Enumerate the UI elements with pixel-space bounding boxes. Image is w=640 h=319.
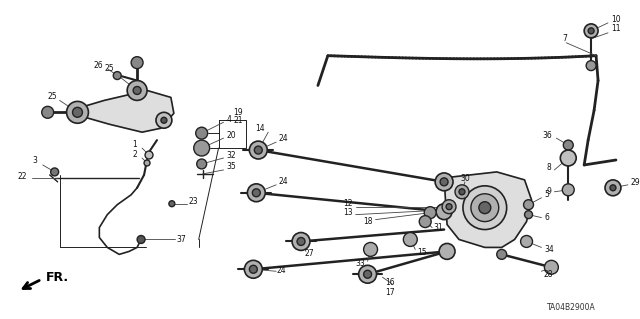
Text: 25: 25 xyxy=(104,64,115,73)
Circle shape xyxy=(525,211,532,219)
Text: 11: 11 xyxy=(611,24,621,33)
Circle shape xyxy=(194,140,210,156)
Text: 31: 31 xyxy=(433,223,443,232)
Circle shape xyxy=(524,200,534,210)
Text: 10: 10 xyxy=(611,15,621,25)
Circle shape xyxy=(67,101,88,123)
Circle shape xyxy=(403,233,417,247)
Text: 3: 3 xyxy=(33,157,38,166)
Text: 34: 34 xyxy=(545,245,554,254)
Circle shape xyxy=(292,233,310,250)
Circle shape xyxy=(463,186,507,230)
Circle shape xyxy=(137,235,145,243)
Circle shape xyxy=(455,185,469,199)
Text: 21: 21 xyxy=(234,116,243,125)
Circle shape xyxy=(479,202,491,214)
Text: 14: 14 xyxy=(255,124,265,133)
Text: 6: 6 xyxy=(545,213,549,222)
Circle shape xyxy=(144,160,150,166)
Circle shape xyxy=(545,260,558,274)
Text: 24: 24 xyxy=(278,134,288,143)
Text: 19: 19 xyxy=(234,108,243,117)
Circle shape xyxy=(440,178,448,186)
Text: 24: 24 xyxy=(276,266,286,275)
Text: 18: 18 xyxy=(363,217,372,226)
Circle shape xyxy=(586,61,596,70)
Text: 24: 24 xyxy=(278,177,288,186)
Circle shape xyxy=(244,260,262,278)
Circle shape xyxy=(248,184,265,202)
Circle shape xyxy=(446,204,452,210)
Text: 36: 36 xyxy=(543,131,552,140)
Circle shape xyxy=(436,204,452,219)
Text: 17: 17 xyxy=(386,288,396,297)
Text: 13: 13 xyxy=(343,208,353,217)
Circle shape xyxy=(459,189,465,195)
Polygon shape xyxy=(77,91,174,132)
Circle shape xyxy=(563,140,573,150)
Circle shape xyxy=(297,237,305,245)
Text: 1: 1 xyxy=(132,140,137,149)
Text: 16: 16 xyxy=(386,278,396,287)
Text: 26: 26 xyxy=(93,61,103,70)
Circle shape xyxy=(252,189,260,197)
Circle shape xyxy=(364,242,378,256)
Text: 29: 29 xyxy=(631,178,640,187)
Text: TA04B2900A: TA04B2900A xyxy=(547,302,596,312)
Text: 4: 4 xyxy=(227,115,232,124)
Text: 22: 22 xyxy=(17,172,27,182)
Circle shape xyxy=(72,107,83,117)
Text: 23: 23 xyxy=(189,197,198,206)
Text: 32: 32 xyxy=(227,151,236,160)
Circle shape xyxy=(113,71,121,79)
Circle shape xyxy=(520,235,532,248)
Circle shape xyxy=(588,28,594,34)
Circle shape xyxy=(471,194,499,222)
Circle shape xyxy=(563,184,574,196)
Circle shape xyxy=(435,173,453,191)
Circle shape xyxy=(605,180,621,196)
Text: 33: 33 xyxy=(356,259,365,268)
Circle shape xyxy=(419,216,431,227)
Circle shape xyxy=(42,106,54,118)
Circle shape xyxy=(610,185,616,191)
Circle shape xyxy=(196,159,207,169)
Circle shape xyxy=(131,57,143,69)
Circle shape xyxy=(254,146,262,154)
Circle shape xyxy=(364,270,372,278)
Circle shape xyxy=(439,243,455,259)
Circle shape xyxy=(250,141,268,159)
Circle shape xyxy=(561,150,576,166)
Text: 27: 27 xyxy=(305,249,315,258)
Circle shape xyxy=(584,24,598,38)
Text: 37: 37 xyxy=(177,235,187,244)
Text: FR.: FR. xyxy=(45,271,69,284)
Text: 20: 20 xyxy=(227,131,236,140)
Circle shape xyxy=(145,151,153,159)
Text: 8: 8 xyxy=(547,163,552,173)
Text: 12: 12 xyxy=(343,199,353,208)
Circle shape xyxy=(161,117,167,123)
Text: 35: 35 xyxy=(227,162,236,171)
Text: 25: 25 xyxy=(47,92,56,101)
Circle shape xyxy=(196,127,207,139)
Text: 7: 7 xyxy=(562,34,567,43)
Circle shape xyxy=(156,112,172,128)
Circle shape xyxy=(169,201,175,207)
Circle shape xyxy=(442,200,456,214)
Text: 30: 30 xyxy=(460,174,470,183)
Text: 9: 9 xyxy=(547,187,552,196)
Circle shape xyxy=(358,265,376,283)
Text: 15: 15 xyxy=(417,248,427,257)
Circle shape xyxy=(424,207,436,219)
Polygon shape xyxy=(444,172,531,248)
Circle shape xyxy=(133,86,141,94)
Text: 2: 2 xyxy=(132,150,137,159)
Text: 5: 5 xyxy=(545,190,549,199)
Circle shape xyxy=(250,265,257,273)
Text: 28: 28 xyxy=(543,270,553,279)
Circle shape xyxy=(497,249,507,259)
Circle shape xyxy=(127,80,147,100)
Circle shape xyxy=(51,168,59,176)
